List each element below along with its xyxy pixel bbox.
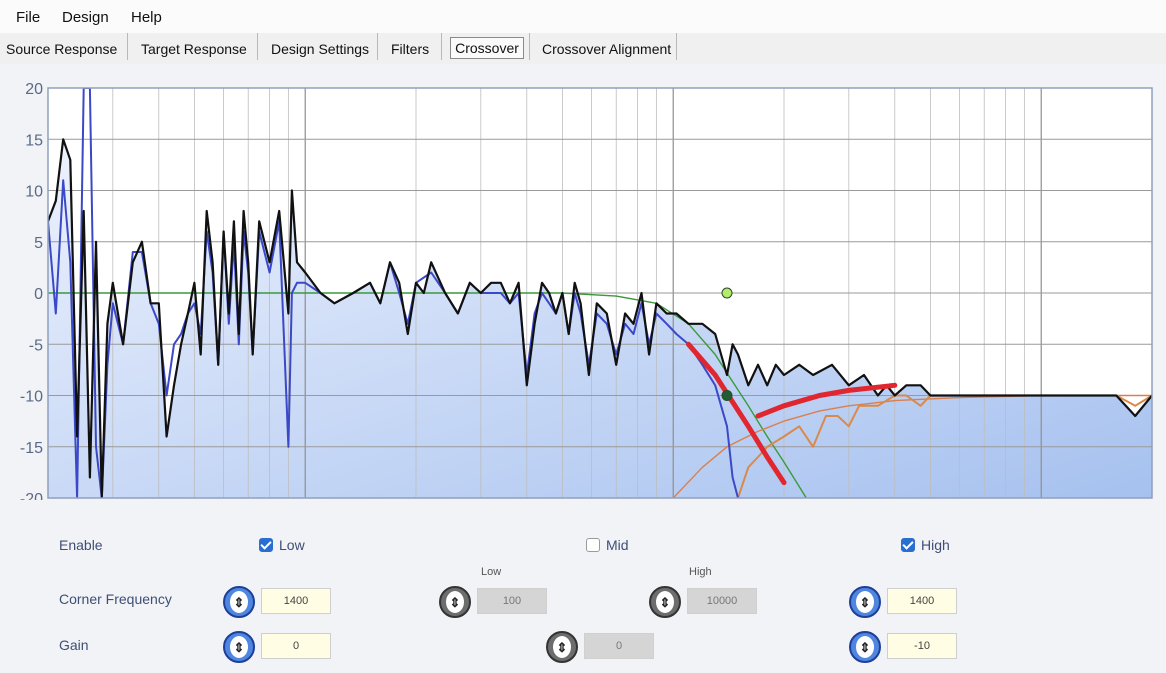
y-tick-label: 5	[34, 235, 43, 252]
up-down-arrows-icon: ⇕	[446, 591, 464, 613]
tab-divider	[377, 33, 378, 60]
high-gain-spinner[interactable]: ⇕	[849, 631, 881, 663]
tab-target-response[interactable]: Target Response	[141, 41, 247, 57]
tab-divider	[127, 33, 128, 60]
crossover-controls	[0, 500, 1166, 673]
gain-label: Gain	[59, 637, 89, 653]
mid-gain-input: 0	[584, 633, 654, 659]
tab-crossover-alignment[interactable]: Crossover Alignment	[542, 41, 672, 57]
mid-low-corner-input: 100	[477, 588, 547, 614]
y-tick-label: -10	[20, 389, 43, 406]
tab-divider	[257, 33, 258, 60]
mid-low-sublabel: Low	[481, 566, 502, 578]
y-tick-label: -5	[29, 337, 43, 354]
menu-design[interactable]: Design	[62, 9, 109, 26]
checkbox-unchecked-icon[interactable]	[586, 538, 600, 552]
tab-source-response[interactable]: Source Response	[6, 41, 118, 57]
mid-low-corner-spinner: ⇕	[439, 586, 471, 618]
tab-divider	[441, 33, 442, 60]
up-down-arrows-icon: ⇕	[230, 591, 248, 613]
series-combined	[48, 138, 1152, 498]
response-fill-area	[48, 139, 1152, 498]
menu-help[interactable]: Help	[131, 9, 162, 26]
low-corner-frequency-input[interactable]: 1400	[261, 588, 331, 614]
up-down-arrows-icon: ⇕	[856, 591, 874, 613]
low-enable-checkbox[interactable]: Low	[259, 537, 305, 553]
mid-enable-checkbox[interactable]: Mid	[586, 537, 629, 553]
crossover-highlight	[686, 341, 787, 486]
menu-bar: File Design Help	[0, 0, 1166, 33]
up-down-arrows-icon: ⇕	[553, 636, 571, 658]
up-down-arrows-icon: ⇕	[856, 636, 874, 658]
checkbox-checked-icon[interactable]	[901, 538, 915, 552]
mid-gain-spinner: ⇕	[546, 631, 578, 663]
tab-divider	[676, 33, 677, 60]
y-tick-label: 20	[25, 81, 43, 98]
high-enable-label: High	[921, 537, 950, 553]
crossover-highlight	[755, 382, 898, 419]
low-corner-frequency-spinner[interactable]: ⇕	[223, 586, 255, 618]
high-corner-frequency-input[interactable]: 1400	[887, 588, 957, 614]
high-gain-input[interactable]: -10	[887, 633, 957, 659]
tab-filters[interactable]: Filters	[391, 41, 430, 57]
low-gain-input[interactable]: 0	[261, 633, 331, 659]
enable-label: Enable	[59, 537, 103, 553]
low-enable-label: Low	[279, 537, 305, 553]
gain-handle[interactable]	[721, 390, 733, 401]
mid-enable-label: Mid	[606, 537, 629, 553]
low-gain-spinner[interactable]: ⇕	[223, 631, 255, 663]
y-tick-label: -15	[20, 440, 43, 457]
mid-high-sublabel: High	[689, 566, 712, 578]
corner-frequency-label: Corner Frequency	[59, 591, 172, 607]
y-tick-label: 10	[25, 184, 43, 201]
mid-high-corner-spinner: ⇕	[649, 586, 681, 618]
up-down-arrows-icon: ⇕	[230, 636, 248, 658]
tab-divider	[529, 33, 530, 60]
mid-high-corner-input: 10000	[687, 588, 757, 614]
y-tick-label: 15	[25, 132, 43, 149]
y-tick-label: 0	[34, 286, 43, 303]
high-enable-checkbox[interactable]: High	[901, 537, 950, 553]
up-down-arrows-icon: ⇕	[656, 591, 674, 613]
plot-border	[47, 87, 1153, 499]
tab-bar: Source Response Target Response Design S…	[0, 33, 1166, 63]
tab-design-settings[interactable]: Design Settings	[271, 41, 370, 57]
high-corner-frequency-spinner[interactable]: ⇕	[849, 586, 881, 618]
checkbox-checked-icon[interactable]	[259, 538, 273, 552]
menu-file[interactable]: File	[16, 9, 41, 26]
series-high-target	[672, 394, 1152, 498]
tab-crossover[interactable]: Crossover	[450, 37, 524, 59]
corner-frequency-handle[interactable]	[721, 287, 733, 299]
